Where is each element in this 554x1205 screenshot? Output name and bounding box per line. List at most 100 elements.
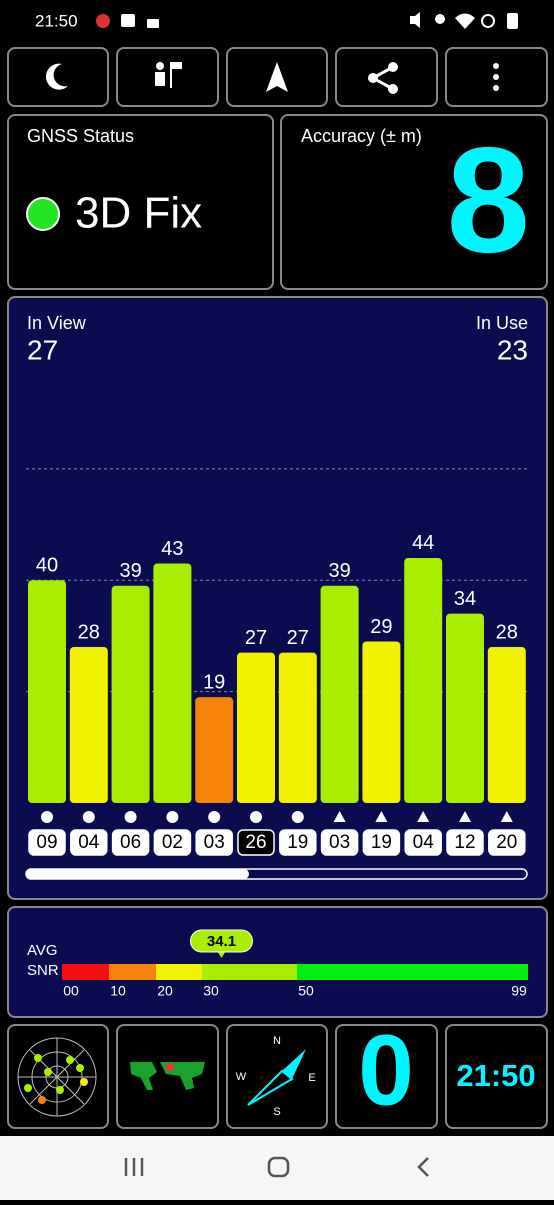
status-time: 21:50 (35, 11, 78, 30)
bar (404, 557, 443, 803)
constellation-marker (166, 811, 179, 823)
snr-average-value: 34.1 (207, 933, 236, 950)
constellation-marker (124, 811, 137, 823)
bar (487, 647, 526, 803)
value-label: 28 (496, 621, 518, 643)
snr-segment (62, 964, 109, 980)
in-view-value: 27 (27, 334, 58, 365)
satellite-id-box (362, 829, 401, 856)
clock-value: 21:50 (456, 1058, 535, 1093)
snr-label: AVG (27, 942, 58, 959)
bar (278, 652, 317, 803)
compass-letter: N (273, 1035, 281, 1047)
constellation-marker (82, 811, 95, 823)
value-label: 43 (161, 538, 183, 560)
snr-label: SNR (27, 962, 59, 979)
snr-segment (156, 964, 202, 980)
constellation-marker (291, 811, 304, 823)
accuracy-value: 8 (447, 116, 530, 284)
constellation-marker (41, 811, 53, 823)
radar-icon (17, 1037, 97, 1117)
constellation-marker (250, 811, 262, 823)
satellite-id: 06 (120, 832, 141, 853)
snr-segment (202, 964, 297, 980)
value-label: 40 (36, 555, 58, 577)
satellite-id: 19 (371, 832, 392, 853)
satellite-id-box (446, 829, 484, 856)
recents-button[interactable] (124, 1158, 144, 1176)
bar (237, 652, 275, 803)
snr-tick-label: 50 (298, 983, 314, 999)
snr-tick-label: 10 (110, 983, 126, 999)
constellation-marker (500, 811, 513, 822)
snr-average-bubble (189, 929, 253, 953)
compass-letter: E (308, 1072, 315, 1084)
value-label: 27 (245, 627, 267, 649)
snr-tick-label: 20 (157, 983, 173, 999)
satellite-id-box (320, 829, 359, 856)
in-view-label: In View (27, 313, 87, 333)
fix-indicator (26, 197, 60, 231)
night-button[interactable] (7, 47, 109, 107)
home-button[interactable] (267, 1156, 290, 1178)
bar (362, 641, 401, 803)
satellite-id-box (237, 829, 275, 856)
speed-tile[interactable] (335, 1024, 438, 1129)
value-label: 27 (287, 627, 309, 649)
satellite-id: 12 (454, 832, 475, 853)
satellite-id: 03 (329, 832, 350, 853)
satellite-id: 04 (413, 832, 435, 853)
satellite-id: 26 (245, 832, 266, 853)
value-label: 28 (78, 621, 100, 643)
world-map-icon (126, 1058, 210, 1094)
compass-letter: W (236, 1071, 247, 1083)
compass-letter: S (273, 1106, 280, 1118)
snr-segment (109, 964, 156, 980)
snr-tick-label: 30 (203, 983, 219, 999)
constellation-marker (333, 811, 346, 822)
back-button[interactable] (417, 1157, 429, 1177)
value-label: 44 (412, 532, 434, 554)
compass-needle (247, 1049, 306, 1106)
snr-segment (297, 964, 528, 980)
constellation-marker (208, 811, 221, 823)
satellite-id: 09 (36, 832, 57, 853)
satellite-id: 20 (496, 832, 517, 853)
satellite-id: 04 (78, 832, 100, 853)
snr-panel (7, 906, 548, 1018)
satellite-id: 02 (162, 832, 183, 853)
bar (195, 697, 234, 803)
satellite-id-box (404, 829, 442, 856)
in-use-value: 23 (497, 334, 528, 365)
constellation-marker (417, 811, 430, 822)
bar (153, 563, 192, 803)
value-label: 39 (328, 560, 350, 582)
nav-buttons (124, 1156, 429, 1178)
value-label: 29 (370, 616, 392, 638)
satellite-id-box (488, 829, 526, 856)
gnss-status-value: 3D Fix (75, 189, 202, 238)
bar (28, 580, 66, 803)
satellite-id-box (195, 829, 233, 856)
satellite-id-box (153, 829, 192, 856)
toolbar-icons (45, 62, 499, 94)
poi-button[interactable] (116, 47, 219, 107)
bar (111, 585, 150, 803)
clock-tile[interactable] (445, 1024, 548, 1129)
bar (446, 613, 484, 803)
scrollbar-thumb[interactable] (26, 869, 249, 879)
satellite-id-box (28, 829, 66, 856)
bar (320, 585, 359, 803)
share-button[interactable] (335, 47, 438, 107)
value-label: 39 (119, 560, 141, 582)
gnss-status-label: GNSS Status (27, 126, 134, 146)
in-use-label: In Use (476, 313, 528, 333)
status-icons (96, 12, 518, 29)
constellation-marker (459, 811, 471, 822)
accuracy-label: Accuracy (± m) (301, 126, 422, 146)
satellite-id: 19 (287, 832, 308, 853)
value-label: 19 (203, 671, 225, 693)
snr-tick-label: 99 (511, 983, 527, 999)
